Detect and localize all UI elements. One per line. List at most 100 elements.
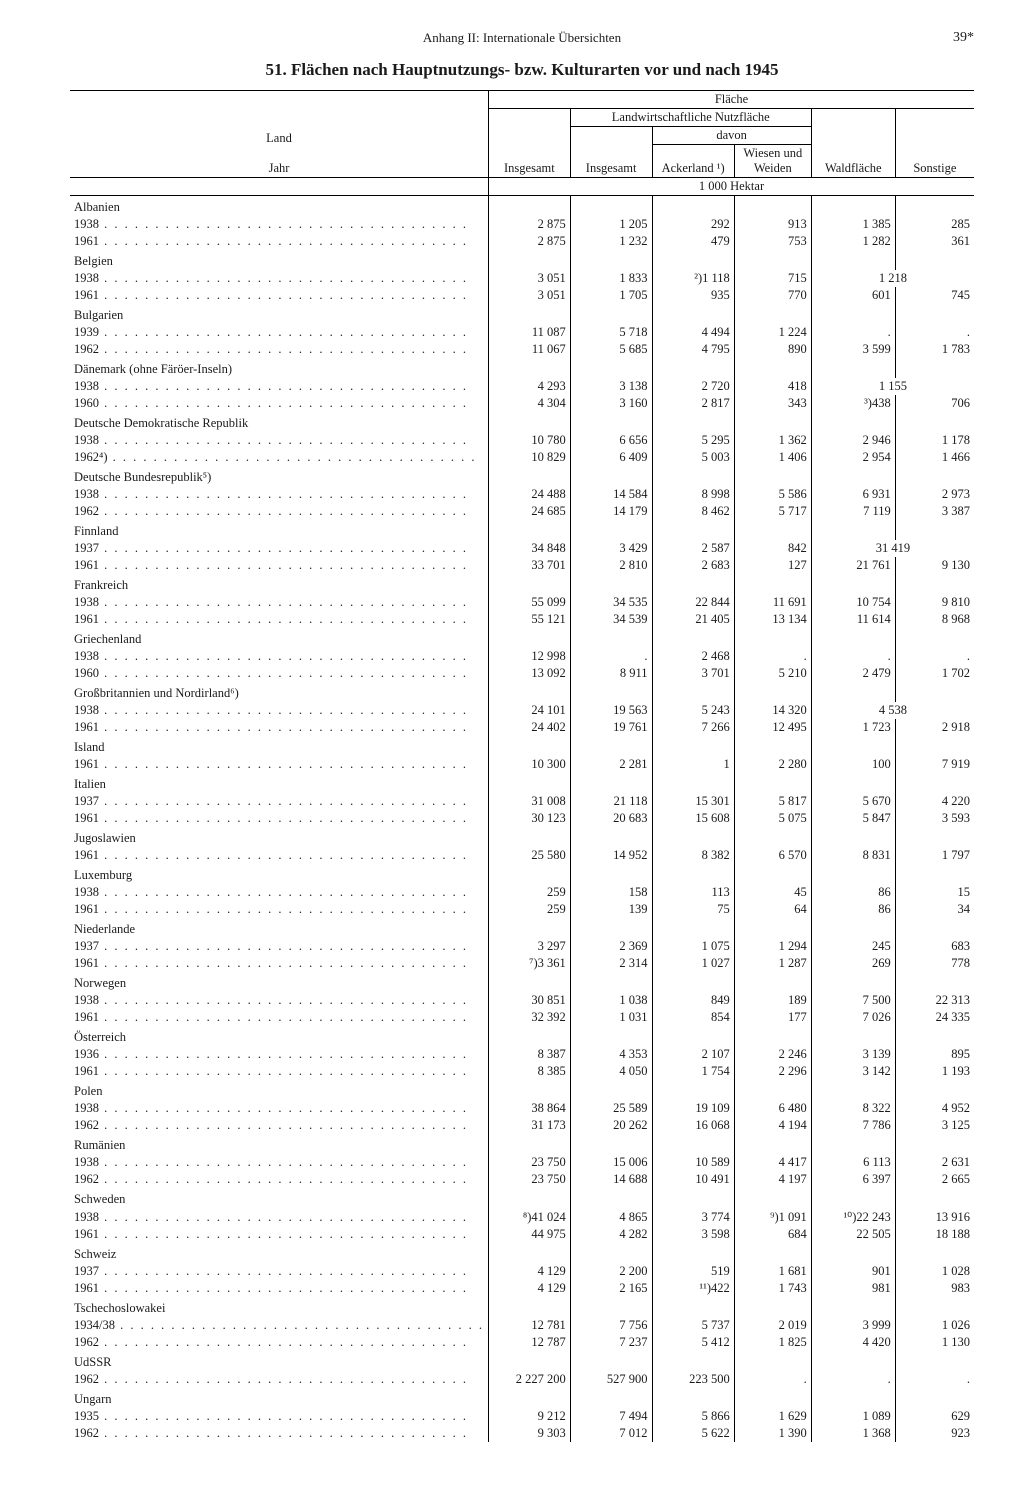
cell: 527 900: [570, 1371, 652, 1388]
country-name: Rumänien: [70, 1134, 488, 1154]
cell: 24 335: [895, 1009, 974, 1026]
cell: 11 087: [488, 324, 570, 341]
cell: 4 353: [570, 1046, 652, 1063]
cell: 33 701: [488, 557, 570, 574]
cell: 10 780: [488, 432, 570, 449]
cell: 2 946: [811, 432, 895, 449]
cell: 14 320: [734, 702, 811, 719]
hdr-ackerland: Ackerland ¹): [652, 145, 734, 178]
cell: 25 589: [570, 1100, 652, 1117]
cell: 2 227 200: [488, 1371, 570, 1388]
year-cell: 1938: [70, 1154, 488, 1171]
cell: 21 118: [570, 793, 652, 810]
cell: 913: [734, 216, 811, 233]
cell: 6 570: [734, 847, 811, 864]
cell: 4 129: [488, 1263, 570, 1280]
cell: 9 303: [488, 1425, 570, 1442]
year-cell: 1937: [70, 938, 488, 955]
cell: 4 304: [488, 395, 570, 412]
year-cell: 1938: [70, 992, 488, 1009]
cell: 854: [652, 1009, 734, 1026]
cell: 5 717: [734, 503, 811, 520]
cell: 14 952: [570, 847, 652, 864]
cell: 890: [734, 341, 811, 358]
cell: ⁷)3 361: [488, 955, 570, 972]
hdr-sonstige: Sonstige: [895, 109, 974, 178]
cell: 20 262: [570, 1117, 652, 1134]
hdr-unit: 1 000 Hektar: [488, 178, 974, 196]
cell: 3 297: [488, 938, 570, 955]
cell: 2 246: [734, 1046, 811, 1063]
cell: 7 012: [570, 1425, 652, 1442]
cell: 7 266: [652, 719, 734, 736]
cell: 935: [652, 287, 734, 304]
cell: 2 973: [895, 486, 974, 503]
cell: 5 622: [652, 1425, 734, 1442]
cell: .: [811, 324, 895, 341]
year-cell: 1962⁴): [70, 449, 488, 466]
cell: 1 224: [734, 324, 811, 341]
cell: 983: [895, 1280, 974, 1297]
cell-span: 31 419: [811, 540, 974, 557]
cell: 683: [895, 938, 974, 955]
cell: 21 761: [811, 557, 895, 574]
cell: 3 429: [570, 540, 652, 557]
cell: 361: [895, 233, 974, 250]
year-cell: 1938: [70, 648, 488, 665]
cell: 1 026: [895, 1317, 974, 1334]
country-name: Finnland: [70, 520, 488, 540]
country-name: Schweden: [70, 1188, 488, 1208]
cell: 30 851: [488, 992, 570, 1009]
cell: 745: [895, 287, 974, 304]
cell: 6 931: [811, 486, 895, 503]
cell: 2 875: [488, 216, 570, 233]
hdr-jahr: Jahr: [269, 161, 290, 175]
cell: 23 750: [488, 1171, 570, 1188]
cell: 1 797: [895, 847, 974, 864]
cell: 1 754: [652, 1063, 734, 1080]
year-cell: 1961: [70, 719, 488, 736]
year-cell: 1938: [70, 1208, 488, 1226]
cell: 2 369: [570, 938, 652, 955]
cell: 981: [811, 1280, 895, 1297]
cell: 22 505: [811, 1226, 895, 1243]
cell: 8 911: [570, 665, 652, 682]
cell: 3 774: [652, 1208, 734, 1226]
country-name: UdSSR: [70, 1351, 488, 1371]
cell: 4 282: [570, 1226, 652, 1243]
cell: 2 587: [652, 540, 734, 557]
cell: 2 918: [895, 719, 974, 736]
running-head: Anhang II: Internationale Übersichten: [423, 30, 621, 45]
cell: 5 718: [570, 324, 652, 341]
cell: 8 831: [811, 847, 895, 864]
year-cell: 1962: [70, 1171, 488, 1188]
cell: 9 130: [895, 557, 974, 574]
cell: 11 691: [734, 594, 811, 611]
cell: 1 705: [570, 287, 652, 304]
cell: 1 205: [570, 216, 652, 233]
cell: 2 314: [570, 955, 652, 972]
cell: 1 362: [734, 432, 811, 449]
cell: 1 368: [811, 1425, 895, 1442]
cell: 2 468: [652, 648, 734, 665]
cell: 715: [734, 270, 811, 287]
cell: 24 488: [488, 486, 570, 503]
cell: 1 287: [734, 955, 811, 972]
cell: 849: [652, 992, 734, 1009]
cell: 5 075: [734, 810, 811, 827]
cell: 1 406: [734, 449, 811, 466]
country-name: Jugoslawien: [70, 827, 488, 847]
cell: 1 038: [570, 992, 652, 1009]
cell: 55 121: [488, 611, 570, 628]
cell: 15: [895, 884, 974, 901]
cell: 2 683: [652, 557, 734, 574]
cell: 13 134: [734, 611, 811, 628]
cell: .: [570, 648, 652, 665]
cell: 3 701: [652, 665, 734, 682]
cell: 3 593: [895, 810, 974, 827]
cell: 5 003: [652, 449, 734, 466]
cell: 1 825: [734, 1334, 811, 1351]
cell: 2 165: [570, 1280, 652, 1297]
cell: 86: [811, 884, 895, 901]
cell: 22 313: [895, 992, 974, 1009]
